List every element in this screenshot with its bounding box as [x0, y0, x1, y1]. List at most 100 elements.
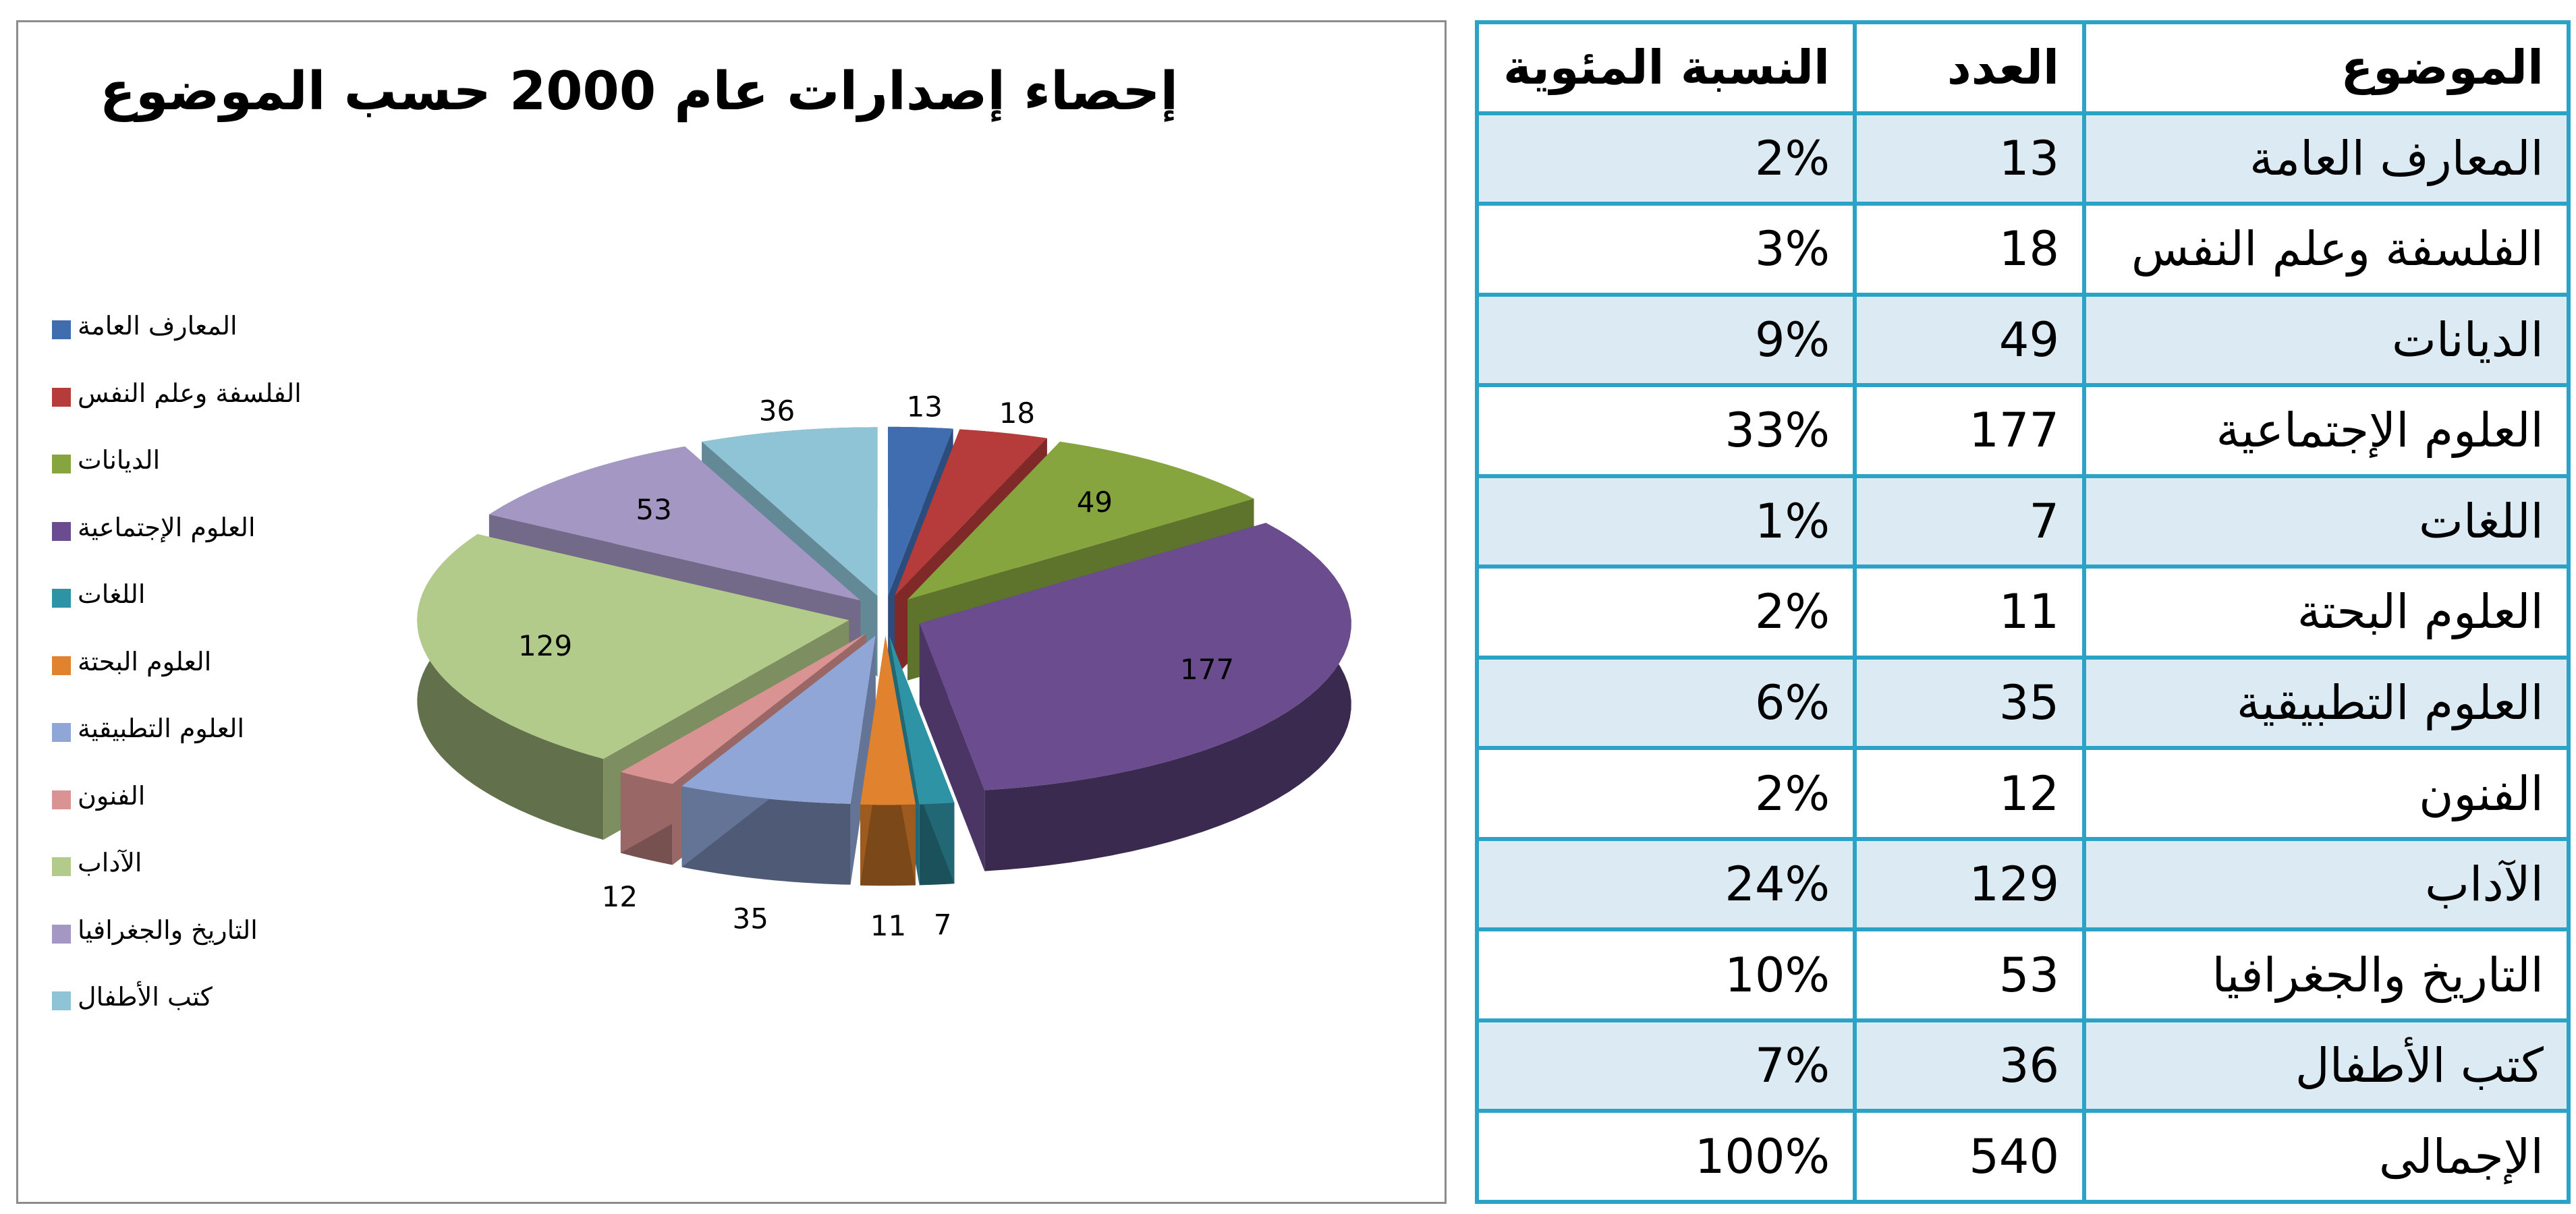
- pie-data-label: 36: [759, 395, 795, 428]
- legend-label: الديانات: [78, 445, 161, 475]
- pie-data-label: 13: [907, 391, 943, 424]
- legend-item: الفلسفة وعلم النفس: [52, 373, 335, 440]
- cell-percent: 2%: [1475, 111, 1857, 206]
- pie-data-label: 11: [870, 909, 906, 942]
- pie-slice: [919, 523, 1351, 871]
- table-row: 2% 12 الفنون: [1475, 746, 2571, 841]
- cell-count: 177: [1853, 383, 2086, 478]
- cell-percent: 24%: [1475, 836, 1857, 932]
- pie-data-label: 129: [518, 629, 572, 662]
- pie-slice-top: [919, 523, 1351, 790]
- pie-data-label: 18: [999, 397, 1035, 430]
- legend-label: العلوم البحتة: [78, 646, 212, 676]
- cell-percent: 2%: [1475, 746, 1857, 841]
- legend-swatch: [52, 656, 71, 675]
- cell-count: 13: [1853, 111, 2086, 206]
- pie-data-label: 177: [1180, 653, 1234, 686]
- chart-title: إحصاء إصدارات عام 2000 حسب الموضوع: [99, 61, 1179, 122]
- legend-item: التاريخ والجغرافيا: [52, 910, 335, 977]
- pie-slice-side: [860, 804, 916, 886]
- legend-swatch: [52, 924, 71, 944]
- legend-item: اللغات: [52, 574, 335, 641]
- legend-label: الفنون: [78, 780, 146, 811]
- cell-subject: المعارف العامة: [2082, 111, 2571, 206]
- cell-percent: 3%: [1475, 202, 1857, 297]
- cell-percent: 33%: [1475, 383, 1857, 478]
- legend-swatch: [52, 723, 71, 742]
- cell-percent: 2%: [1475, 565, 1857, 660]
- pie-data-label: 35: [733, 902, 768, 935]
- pie-data-label: 7: [934, 908, 952, 941]
- pie-slice-side: [984, 523, 1351, 871]
- pie-slice-top: [894, 429, 1047, 596]
- chart-legend: المعارف العامة الفلسفة وعلم النفس الديان…: [52, 306, 335, 1044]
- pie-slice-face: [919, 623, 985, 871]
- pie-slice-top: [681, 635, 876, 804]
- legend-item: الديانات: [52, 440, 335, 507]
- pie-data-label: 12: [602, 880, 638, 913]
- cell-percent: 9%: [1475, 292, 1857, 388]
- table-row: 10% 53 التاريخ والجغرافيا: [1475, 927, 2571, 1022]
- table-total-row: 100% 540 الإجمالى: [1475, 1109, 2571, 1204]
- table-row: 2% 11 العلوم البحتة: [1475, 565, 2571, 660]
- cell-subject: التاريخ والجغرافيا: [2082, 927, 2571, 1022]
- legend-label: المعارف العامة: [78, 311, 237, 341]
- table-header-row: النسبة المئوية العدد الموضوع: [1475, 20, 2571, 115]
- cell-count: 7: [1853, 473, 2086, 569]
- legend-label: الفلسفة وعلم النفس: [78, 378, 302, 408]
- pie-slice-top: [488, 446, 861, 601]
- pie-slice-top: [860, 636, 916, 805]
- cell-subject: الديانات: [2082, 292, 2571, 388]
- legend-item: كتب الأطفال: [52, 977, 335, 1044]
- cell-percent: 1%: [1475, 473, 1857, 569]
- cell-subject: الإجمالى: [2082, 1109, 2571, 1204]
- cell-count: 11: [1853, 565, 2086, 660]
- chart-panel: إحصاء إصدارات عام 2000 حسب الموضوع 13 18 4…: [16, 20, 1447, 1204]
- legend-swatch: [52, 521, 71, 541]
- cell-count: 12: [1853, 746, 2086, 841]
- table-row: 33% 177 العلوم الإجتماعية: [1475, 383, 2571, 478]
- pie-slice: [889, 636, 955, 886]
- legend-item: العلوم البحتة: [52, 641, 335, 709]
- pie-chart: 13 18 49 177 7 11 35 12 129 53 36: [417, 391, 1351, 942]
- table-row: 9% 49 الديانات: [1475, 292, 2571, 388]
- cell-percent: 6%: [1475, 655, 1857, 751]
- legend-label: الآداب: [78, 848, 142, 877]
- legend-item: المعارف العامة: [52, 306, 335, 373]
- table-row: 6% 35 العلوم التطبيقية: [1475, 655, 2571, 751]
- cell-subject: العلوم البحتة: [2082, 565, 2571, 660]
- cell-subject: العلوم الإجتماعية: [2082, 383, 2571, 478]
- legend-label: اللغات: [78, 579, 146, 609]
- table-row: 3% 18 الفلسفة وعلم النفس: [1475, 202, 2571, 297]
- cell-count: 540: [1853, 1109, 2086, 1204]
- legend-swatch: [52, 387, 71, 407]
- pie-slice: [681, 635, 876, 885]
- cell-subject: العلوم التطبيقية: [2082, 655, 2571, 751]
- cell-subject: الفلسفة وعلم النفس: [2082, 202, 2571, 297]
- cell-percent: 7%: [1475, 1018, 1857, 1114]
- cell-count: 129: [1853, 836, 2086, 932]
- cell-percent: 10%: [1475, 927, 1857, 1022]
- table-row: 1% 7 اللغات: [1475, 473, 2571, 569]
- pie-slice-top: [907, 441, 1254, 600]
- pie-slice-top: [888, 426, 953, 596]
- pie-slice-top: [702, 427, 878, 596]
- pie-slice-top: [417, 533, 849, 759]
- pie-slice-top: [889, 636, 955, 805]
- table-row: 24% 129 الآداب: [1475, 836, 2571, 932]
- cell-count: 36: [1853, 1018, 2086, 1114]
- legend-item: العلوم التطبيقية: [52, 708, 335, 776]
- header-subject: الموضوع: [2082, 20, 2571, 115]
- legend-swatch: [52, 455, 71, 473]
- legend-item: الآداب: [52, 842, 335, 910]
- legend-label: العلوم التطبيقية: [78, 714, 245, 743]
- cell-count: 35: [1853, 655, 2086, 751]
- cell-subject: اللغات: [2082, 473, 2571, 569]
- legend-item: الفنون: [52, 776, 335, 843]
- legend-swatch: [52, 857, 71, 876]
- cell-count: 49: [1853, 292, 2086, 388]
- legend-label: العلوم الإجتماعية: [78, 512, 256, 542]
- table-row: 7% 36 كتب الأطفال: [1475, 1018, 2571, 1114]
- cell-percent: 100%: [1475, 1109, 1857, 1204]
- header-percent: النسبة المئوية: [1475, 20, 1857, 115]
